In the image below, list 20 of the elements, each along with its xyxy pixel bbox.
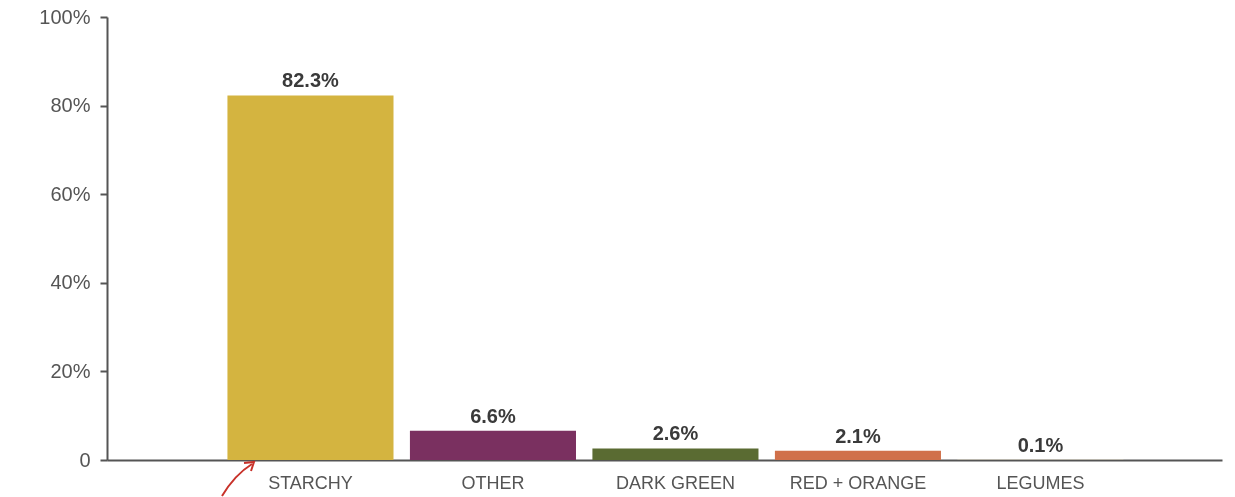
y-tick-label: 60%	[50, 182, 91, 205]
y-tick-label: 20%	[50, 359, 91, 382]
bar	[409, 430, 576, 460]
y-tick-label: 0	[79, 448, 91, 471]
data-label: 6.6%	[470, 404, 516, 427]
x-tick-label: LEGUMES	[996, 472, 1085, 493]
data-label: 0.1%	[1017, 433, 1064, 456]
x-tick-label: RED + ORANGE	[789, 472, 927, 493]
data-label: 2.1%	[835, 424, 881, 447]
bar	[774, 450, 941, 460]
bar	[592, 448, 759, 460]
y-tick-label: 40%	[50, 271, 91, 294]
y-tick-label: 80%	[50, 94, 91, 117]
data-label: 82.3%	[282, 69, 340, 92]
data-label: 2.6%	[652, 422, 699, 445]
bar	[227, 95, 394, 460]
x-tick-label: OTHER	[461, 472, 525, 493]
x-tick-label: DARK GREEN	[615, 472, 735, 493]
x-tick-label: STARCHY	[268, 472, 353, 493]
y-tick-label: 100%	[39, 5, 91, 28]
